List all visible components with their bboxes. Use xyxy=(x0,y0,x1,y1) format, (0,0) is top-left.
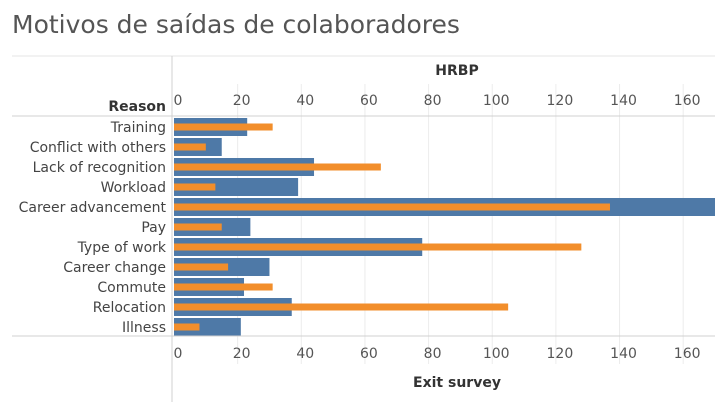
bottom-tick-label: 20 xyxy=(233,346,251,362)
category-label: Conflict with others xyxy=(30,140,166,156)
top-tick-label: 120 xyxy=(547,93,574,109)
bottom-axis-label: Exit survey xyxy=(413,375,501,391)
category-label: Training xyxy=(110,120,166,136)
bottom-tick-label: 60 xyxy=(360,346,378,362)
top-tick-label: 60 xyxy=(360,93,378,109)
bottom-tick-label: 0 xyxy=(174,346,183,362)
exit-survey-bar xyxy=(174,143,206,151)
bottom-axis-ticks: 0 20 40 60 80 100 120 140 160 xyxy=(174,346,701,362)
bottom-tick-label: 120 xyxy=(547,346,574,362)
exit-survey-bar xyxy=(174,323,200,331)
top-tick-label: 20 xyxy=(233,93,251,109)
exit-survey-bar xyxy=(174,263,229,271)
hrbp-bar xyxy=(174,178,299,196)
bottom-tick-label: 100 xyxy=(483,346,510,362)
top-tick-label: 0 xyxy=(174,93,183,109)
category-label: Pay xyxy=(141,220,166,236)
bottom-tick-label: 160 xyxy=(674,346,701,362)
category-label: Type of work xyxy=(77,240,167,256)
category-label: Relocation xyxy=(93,300,166,316)
top-axis-label: HRBP xyxy=(435,63,478,79)
exit-survey-bar xyxy=(174,203,610,211)
chart-title: Motivos de saídas de colaboradores xyxy=(12,10,460,39)
top-tick-label: 100 xyxy=(483,93,510,109)
hrbp-bar xyxy=(174,318,241,336)
top-tick-label: 160 xyxy=(674,93,701,109)
bottom-tick-label: 80 xyxy=(424,346,442,362)
category-label: Illness xyxy=(122,320,166,336)
exit-survey-bar xyxy=(174,183,216,191)
exit-survey-bar xyxy=(174,123,273,131)
category-labels: Training Conflict with others Lack of reco… xyxy=(19,120,167,336)
top-axis-ticks: 0 20 40 60 80 100 120 140 160 xyxy=(174,93,701,109)
exit-survey-bar xyxy=(174,283,273,291)
gridlines xyxy=(237,84,684,364)
hrbp-bars xyxy=(174,118,715,336)
category-label: Workload xyxy=(101,180,166,196)
exit-survey-bar xyxy=(174,243,582,251)
exit-survey-bar xyxy=(174,163,381,171)
top-tick-label: 140 xyxy=(610,93,637,109)
category-label: Lack of recognition xyxy=(33,160,166,176)
top-tick-label: 40 xyxy=(296,93,314,109)
category-label: Career change xyxy=(63,260,166,276)
exit-survey-bar xyxy=(174,223,222,231)
category-label: Career advancement xyxy=(19,200,167,216)
bottom-tick-label: 140 xyxy=(610,346,637,362)
category-label: Commute xyxy=(97,280,166,296)
exit-survey-bars xyxy=(174,123,610,331)
top-tick-label: 80 xyxy=(424,93,442,109)
bottom-tick-label: 40 xyxy=(296,346,314,362)
exit-survey-bar xyxy=(174,303,509,311)
row-header: Reason xyxy=(108,99,166,115)
